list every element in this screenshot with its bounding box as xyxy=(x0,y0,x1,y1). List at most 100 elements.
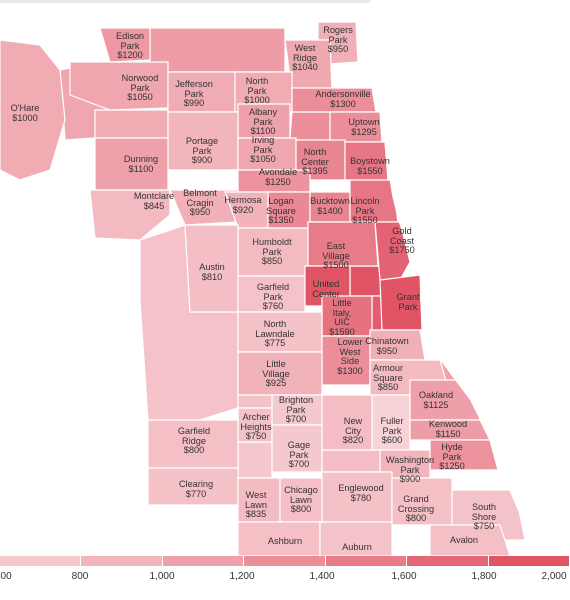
neighborhood-rent: $950 xyxy=(376,345,398,356)
neighborhood-rent: $760 xyxy=(262,301,284,312)
neighborhood-rent: $1000 xyxy=(244,95,270,106)
neighborhood-label: Englewood $780 xyxy=(338,483,384,503)
neighborhood-rent: $1050 xyxy=(250,154,276,165)
neighborhood-name: Montclare xyxy=(133,191,175,201)
map-region-filler xyxy=(349,265,383,297)
neighborhood-name: North Center xyxy=(301,147,329,167)
neighborhood-rent: $920 xyxy=(232,204,254,215)
neighborhood-name: Gage Park xyxy=(287,440,311,460)
neighborhood-name: Little Italy, UIC xyxy=(332,298,352,328)
map-region-filler xyxy=(289,111,331,141)
neighborhood-label: Lincoln Park $1550 xyxy=(350,196,380,226)
legend-tick-label: 1,000 xyxy=(149,571,175,582)
neighborhood-label: Chinatown $950 xyxy=(365,336,409,356)
neighborhood-label: West Lawn $835 xyxy=(245,490,267,520)
legend-tick-label: 600 xyxy=(0,571,12,582)
neighborhood-label: Grant Park xyxy=(396,292,420,312)
neighborhood-name: Garfield Ridge xyxy=(177,426,211,446)
neighborhood-label: United Center xyxy=(312,279,340,299)
map-region-filler xyxy=(94,109,169,139)
neighborhood-rent: $850 xyxy=(377,382,399,393)
neighborhood-region[interactable] xyxy=(89,189,171,241)
neighborhood-label: Archer Heights $750 xyxy=(240,412,272,442)
neighborhood-name: Norwood Park xyxy=(121,73,159,93)
legend-segment xyxy=(0,556,82,566)
neighborhood-rent: $1500 xyxy=(323,260,349,271)
neighborhood-label: Logan Square $1350 xyxy=(266,196,296,226)
neighborhood-rent: $1750 xyxy=(389,245,415,256)
neighborhood-label: Belmont Cragin $950 xyxy=(183,188,217,218)
neighborhood-label: East Village $1500 xyxy=(322,241,349,271)
neighborhood-name: Bucktown xyxy=(310,196,350,206)
neighborhood-region[interactable] xyxy=(374,221,411,281)
neighborhood-label: Uptown $1295 xyxy=(348,117,379,137)
neighborhood-label: Dunning $1100 xyxy=(123,154,159,174)
legend-segment xyxy=(488,556,570,566)
top-divider xyxy=(0,0,570,3)
neighborhood-name: Chinatown xyxy=(365,336,409,346)
neighborhood-name: Englewood xyxy=(338,483,384,493)
lake-michigan xyxy=(368,0,570,556)
neighborhood-label: Oakland $1125 xyxy=(419,390,453,410)
neighborhood-region[interactable] xyxy=(99,27,151,63)
neighborhood-region[interactable] xyxy=(237,521,321,556)
neighborhood-region[interactable] xyxy=(307,221,379,267)
neighborhood-region[interactable] xyxy=(0,39,66,181)
neighborhood-name: Portage Park xyxy=(185,136,219,156)
neighborhood-label: Grand Crossing $800 xyxy=(398,494,434,524)
legend-tick-label: 1,400 xyxy=(309,571,335,582)
neighborhood-rent: $900 xyxy=(191,155,213,166)
neighborhood-rent: $1550 xyxy=(352,215,378,226)
neighborhood-name: Gold Coast xyxy=(389,226,414,246)
neighborhood-name: Kenwood xyxy=(428,419,468,429)
legend-segment xyxy=(407,556,489,566)
neighborhood-rent: $1350 xyxy=(268,215,294,226)
neighborhood-name: Grant Park xyxy=(396,292,420,312)
neighborhood-rent: $1125 xyxy=(423,399,449,410)
neighborhood-rent: $700 xyxy=(285,414,307,425)
neighborhood-name: Dunning xyxy=(123,154,159,164)
neighborhood-name: Andersonville xyxy=(315,89,371,99)
neighborhood-label: Ashburn xyxy=(268,536,302,547)
neighborhood-name: Irving Park xyxy=(251,135,275,155)
neighborhood-label: Lower West Side $1300 xyxy=(337,337,363,376)
neighborhood-label: Edison Park $1200 xyxy=(115,31,145,61)
neighborhood-label: Rogers Park $950 xyxy=(323,25,353,55)
neighborhood-rent: $800 xyxy=(405,513,427,524)
neighborhood-label: Washington Park $900 xyxy=(385,455,435,485)
neighborhood-region[interactable] xyxy=(69,61,169,111)
neighborhood-name: Edison Park xyxy=(115,31,145,51)
neighborhood-rent: $1250 xyxy=(439,461,465,472)
neighborhood-name: Lincoln Park xyxy=(350,196,380,216)
neighborhood-name: O'Hare xyxy=(10,103,40,113)
neighborhood-name: North Park xyxy=(245,76,269,96)
neighborhood-name: Washington Park xyxy=(385,455,435,475)
legend-tick-label: 800 xyxy=(71,571,89,582)
legend-segment xyxy=(325,556,408,566)
neighborhood-label: Hermosa $920 xyxy=(224,195,261,215)
neighborhood-name: New City xyxy=(343,416,363,436)
map-region-filler xyxy=(237,394,273,409)
neighborhood-region[interactable] xyxy=(429,524,511,556)
neighborhood-region[interactable] xyxy=(319,521,393,556)
neighborhood-name: Brighton Park xyxy=(278,395,314,415)
neighborhood-name: North Lawndale xyxy=(255,319,295,339)
neighborhood-label: Norwood Park $1050 xyxy=(121,73,159,103)
neighborhood-name: Logan Square xyxy=(266,196,296,216)
neighborhood-rent: $800 xyxy=(290,504,312,515)
legend-tick-label: 1,200 xyxy=(229,571,255,582)
neighborhood-region[interactable] xyxy=(379,274,423,331)
neighborhood-label: O'Hare $1000 xyxy=(10,103,40,123)
neighborhood-name: West Lawn xyxy=(245,490,267,510)
neighborhood-rent: $810 xyxy=(201,271,223,282)
neighborhood-name: Archer Heights xyxy=(240,412,272,432)
neighborhood-label: Portage Park $900 xyxy=(185,136,219,166)
neighborhood-label: North Park $1000 xyxy=(244,76,270,106)
legend-segment xyxy=(162,556,245,566)
neighborhood-label: Kenwood $1150 xyxy=(428,419,468,439)
neighborhood-rent: $1050 xyxy=(127,92,153,103)
neighborhood-name: Albany Park xyxy=(248,107,278,127)
neighborhood-rent: $1300 xyxy=(337,365,363,376)
neighborhood-name: Austin xyxy=(199,262,225,272)
neighborhood-rent: $1400 xyxy=(317,205,343,216)
